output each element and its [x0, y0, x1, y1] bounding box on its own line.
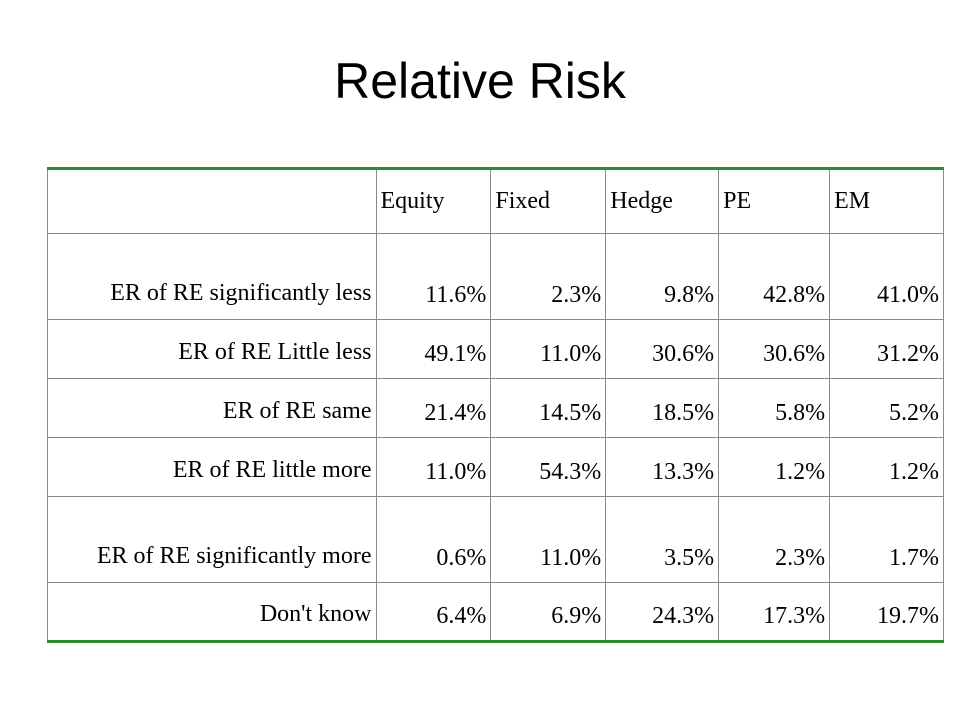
cell-pe: 42.8%	[718, 233, 831, 320]
row-label: ER of RE Little less	[47, 319, 377, 379]
header-hedge: Hedge	[605, 168, 720, 234]
cell-fixed: 14.5%	[490, 378, 607, 438]
cell-em: 5.2%	[829, 378, 944, 438]
table-row: ER of RE little more 11.0% 54.3% 13.3% 1…	[47, 437, 944, 497]
table-row: ER of RE significantly more 0.6% 11.0% 3…	[47, 496, 944, 583]
slide-title: Relative Risk	[334, 53, 626, 109]
row-label: Don't know	[47, 582, 377, 642]
cell-em: 41.0%	[829, 233, 944, 320]
header-em: EM	[829, 168, 944, 234]
cell-hedge: 18.5%	[605, 378, 720, 438]
cell-equity: 0.6%	[375, 496, 492, 583]
cell-pe: 30.6%	[718, 319, 831, 379]
cell-pe: 17.3%	[718, 582, 831, 642]
cell-equity: 49.1%	[375, 319, 492, 379]
table-row: Don't know 6.4% 6.9% 24.3% 17.3% 19.7%	[47, 582, 944, 642]
cell-em: 19.7%	[829, 582, 944, 642]
row-label: ER of RE significantly less	[47, 233, 377, 320]
row-label: ER of RE significantly more	[47, 496, 377, 583]
cell-em: 31.2%	[829, 319, 944, 379]
cell-hedge: 13.3%	[605, 437, 720, 497]
header-fixed: Fixed	[490, 168, 607, 234]
cell-equity: 11.0%	[375, 437, 492, 497]
table-row: ER of RE Little less 49.1% 11.0% 30.6% 3…	[47, 319, 944, 379]
cell-fixed: 11.0%	[490, 319, 607, 379]
row-label: ER of RE little more	[47, 437, 377, 497]
cell-equity: 11.6%	[375, 233, 492, 320]
cell-fixed: 54.3%	[490, 437, 607, 497]
cell-fixed: 6.9%	[490, 582, 607, 642]
header-equity: Equity	[375, 168, 492, 234]
header-row: Equity Fixed Hedge PE EM	[47, 168, 944, 234]
cell-hedge: 24.3%	[605, 582, 720, 642]
relative-risk-table: Equity Fixed Hedge PE EM ER of RE signif…	[47, 167, 944, 643]
table-row: ER of RE significantly less 11.6% 2.3% 9…	[47, 233, 944, 320]
cell-em: 1.7%	[829, 496, 944, 583]
cell-pe: 5.8%	[718, 378, 831, 438]
cell-equity: 6.4%	[375, 582, 492, 642]
header-pe: PE	[718, 168, 831, 234]
cell-hedge: 30.6%	[605, 319, 720, 379]
cell-pe: 2.3%	[718, 496, 831, 583]
cell-em: 1.2%	[829, 437, 944, 497]
table-row: ER of RE same 21.4% 14.5% 18.5% 5.8% 5.2…	[47, 378, 944, 438]
cell-equity: 21.4%	[375, 378, 492, 438]
cell-hedge: 9.8%	[605, 233, 720, 320]
cell-pe: 1.2%	[718, 437, 831, 497]
cell-hedge: 3.5%	[605, 496, 720, 583]
cell-fixed: 2.3%	[490, 233, 607, 320]
row-label: ER of RE same	[47, 378, 377, 438]
cell-fixed: 11.0%	[490, 496, 607, 583]
header-corner	[47, 168, 377, 234]
